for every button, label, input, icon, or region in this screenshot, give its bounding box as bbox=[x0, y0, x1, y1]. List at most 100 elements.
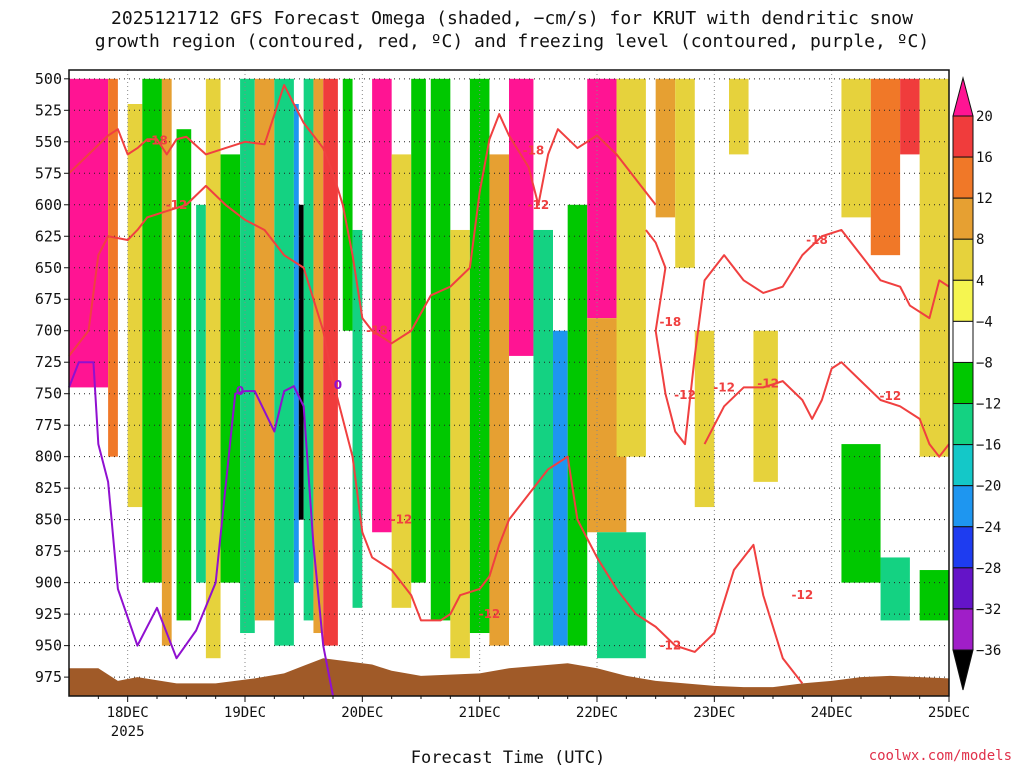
dgz-contour-label-2-0: -18 bbox=[659, 315, 681, 329]
omega-band-26 bbox=[509, 78, 534, 356]
colorbar-bottom-arrow bbox=[952, 649, 974, 691]
colorbar-swatch-2 bbox=[952, 197, 974, 240]
credit-link[interactable]: coolwx.com/models bbox=[869, 748, 1012, 764]
omega-band-4 bbox=[161, 78, 172, 646]
omega-band-40 bbox=[870, 78, 901, 256]
colorbar-top-arrow bbox=[952, 76, 974, 117]
xtick-label-2: 20DEC bbox=[341, 705, 383, 721]
dgz-contour-label-2-1: -18 bbox=[806, 233, 828, 247]
omega-band-13 bbox=[298, 204, 304, 520]
xtick-label-5: 23DEC bbox=[693, 705, 735, 721]
ytick-label-725: 725 bbox=[35, 353, 62, 371]
ytick-label-850: 850 bbox=[35, 511, 62, 529]
dgz-contour-label-1-3: -12 bbox=[527, 198, 549, 212]
omega-band-19 bbox=[372, 78, 392, 533]
ytick-label-550: 550 bbox=[35, 133, 62, 151]
omega-band-34 bbox=[655, 78, 676, 218]
omega-band-18 bbox=[352, 229, 363, 608]
colorbar-swatch-9 bbox=[952, 485, 974, 528]
dgz-contour-label-3-3: -12 bbox=[879, 389, 901, 403]
dgz-contour-label-3-2: -12 bbox=[757, 377, 779, 391]
omega-band-29 bbox=[567, 204, 588, 646]
dgz-contour-label-1-0: -12 bbox=[166, 198, 188, 212]
colorbar: 20 16 12 8 4 −4 −8 −12 −16 −20 −24 −28 −32 −36 bbox=[952, 76, 1001, 691]
dgz-contour-label-1-5: -12 bbox=[791, 588, 813, 602]
colorbar-swatch-5 bbox=[952, 320, 974, 363]
ytick-label-525: 525 bbox=[35, 101, 62, 119]
ytick-label-600: 600 bbox=[35, 196, 62, 214]
omega-band-3 bbox=[142, 78, 162, 583]
omega-band-12 bbox=[293, 104, 299, 583]
freezing-level-line-0 bbox=[68, 361, 334, 697]
colorbar-swatch-7 bbox=[952, 403, 974, 446]
omega-band-14 bbox=[303, 78, 314, 621]
xtick-label-7: 25DEC bbox=[928, 705, 970, 721]
omega-band-23 bbox=[450, 229, 470, 659]
ytick-label-700: 700 bbox=[35, 322, 62, 340]
dgz-contour-label-1-2: -12 bbox=[479, 607, 501, 621]
colorbar-label-4: 4 bbox=[976, 273, 984, 289]
xtick-label-1: 19DEC bbox=[224, 705, 266, 721]
colorbar-label-7: −12 bbox=[976, 397, 1001, 413]
omega-band-2 bbox=[127, 104, 143, 508]
dgz-contour-label-1-4: -12 bbox=[659, 639, 681, 653]
dgz-contour-label-1-1: -12 bbox=[391, 513, 413, 527]
xtick-sublabel-0: 2025 bbox=[111, 724, 145, 740]
omega-band-22 bbox=[430, 78, 451, 621]
terrain bbox=[69, 658, 949, 696]
colorbar-label-10: −24 bbox=[976, 520, 1001, 536]
omega-band-8 bbox=[220, 154, 241, 583]
colorbar-label-3: 8 bbox=[976, 232, 984, 248]
omega-band-39 bbox=[841, 78, 871, 218]
omega-band-33 bbox=[616, 78, 646, 457]
omega-band-0 bbox=[69, 78, 109, 388]
omega-band-38 bbox=[753, 330, 778, 482]
omega-band-16 bbox=[323, 78, 338, 646]
colorbar-label-5: −4 bbox=[976, 314, 993, 330]
ytick-label-750: 750 bbox=[35, 385, 62, 403]
omega-band-37 bbox=[729, 78, 749, 155]
ytick-label-675: 675 bbox=[35, 290, 62, 308]
colorbar-swatch-6 bbox=[952, 361, 974, 405]
chart-title-line2: growth region (contoured, red, ºC) and f… bbox=[95, 31, 929, 52]
dgz-contour-line-2 bbox=[645, 228, 950, 446]
dgz-contour-label-0-1: -18 bbox=[366, 324, 388, 338]
omega-band-1 bbox=[108, 78, 118, 457]
omega-band-41 bbox=[900, 78, 920, 155]
dgz-contour-label-3-0: -12 bbox=[674, 388, 696, 402]
omega-band-35 bbox=[675, 78, 695, 268]
omega-band-15 bbox=[313, 78, 324, 634]
dgz-contour-line-1 bbox=[68, 184, 804, 685]
colorbar-label-0: 20 bbox=[976, 109, 993, 125]
omega-band-10 bbox=[254, 78, 275, 621]
omega-band-44 bbox=[880, 557, 910, 621]
freezing-level-label-0-0: 0 bbox=[236, 384, 244, 398]
xtick-label-4: 22DEC bbox=[576, 705, 618, 721]
x-axis-title: Forecast Time (UTC) bbox=[411, 748, 605, 768]
colorbar-label-1: 16 bbox=[976, 150, 993, 166]
xtick-label-3: 21DEC bbox=[459, 705, 501, 721]
ytick-label-975: 975 bbox=[35, 668, 62, 686]
ytick-label-775: 775 bbox=[35, 416, 62, 434]
omega-band-17 bbox=[342, 78, 353, 331]
dgz-contour-label-3-1: -12 bbox=[713, 380, 735, 394]
colorbar-swatch-10 bbox=[952, 526, 974, 569]
omega-band-20 bbox=[391, 154, 412, 608]
x-axis: 18DEC 2025 19DEC 20DEC 21DEC 22DEC 23DEC 24DEC 2… bbox=[97, 696, 970, 740]
colorbar-label-6: −8 bbox=[976, 355, 993, 371]
dgz-contour-label-0-2: -18 bbox=[523, 144, 545, 158]
omega-band-27 bbox=[533, 229, 553, 646]
omega-band-5 bbox=[176, 129, 192, 621]
ytick-label-650: 650 bbox=[35, 259, 62, 277]
omega-band-36 bbox=[694, 330, 715, 508]
colorbar-swatch-3 bbox=[952, 238, 974, 281]
omega-band-21 bbox=[411, 78, 426, 583]
ytick-label-925: 925 bbox=[35, 605, 62, 623]
colorbar-swatch-1 bbox=[952, 156, 974, 199]
omega-band-30 bbox=[587, 78, 617, 319]
chart-title-line1: 2025121712 GFS Forecast Omega (shaded, −… bbox=[111, 8, 913, 29]
colorbar-swatch-12 bbox=[952, 608, 974, 651]
colorbar-label-8: −16 bbox=[976, 438, 1001, 454]
ytick-label-500: 500 bbox=[35, 70, 62, 88]
y-axis: 500 525 550 575 600 625 650 675 700 725 750 775 800 8… bbox=[35, 70, 69, 686]
